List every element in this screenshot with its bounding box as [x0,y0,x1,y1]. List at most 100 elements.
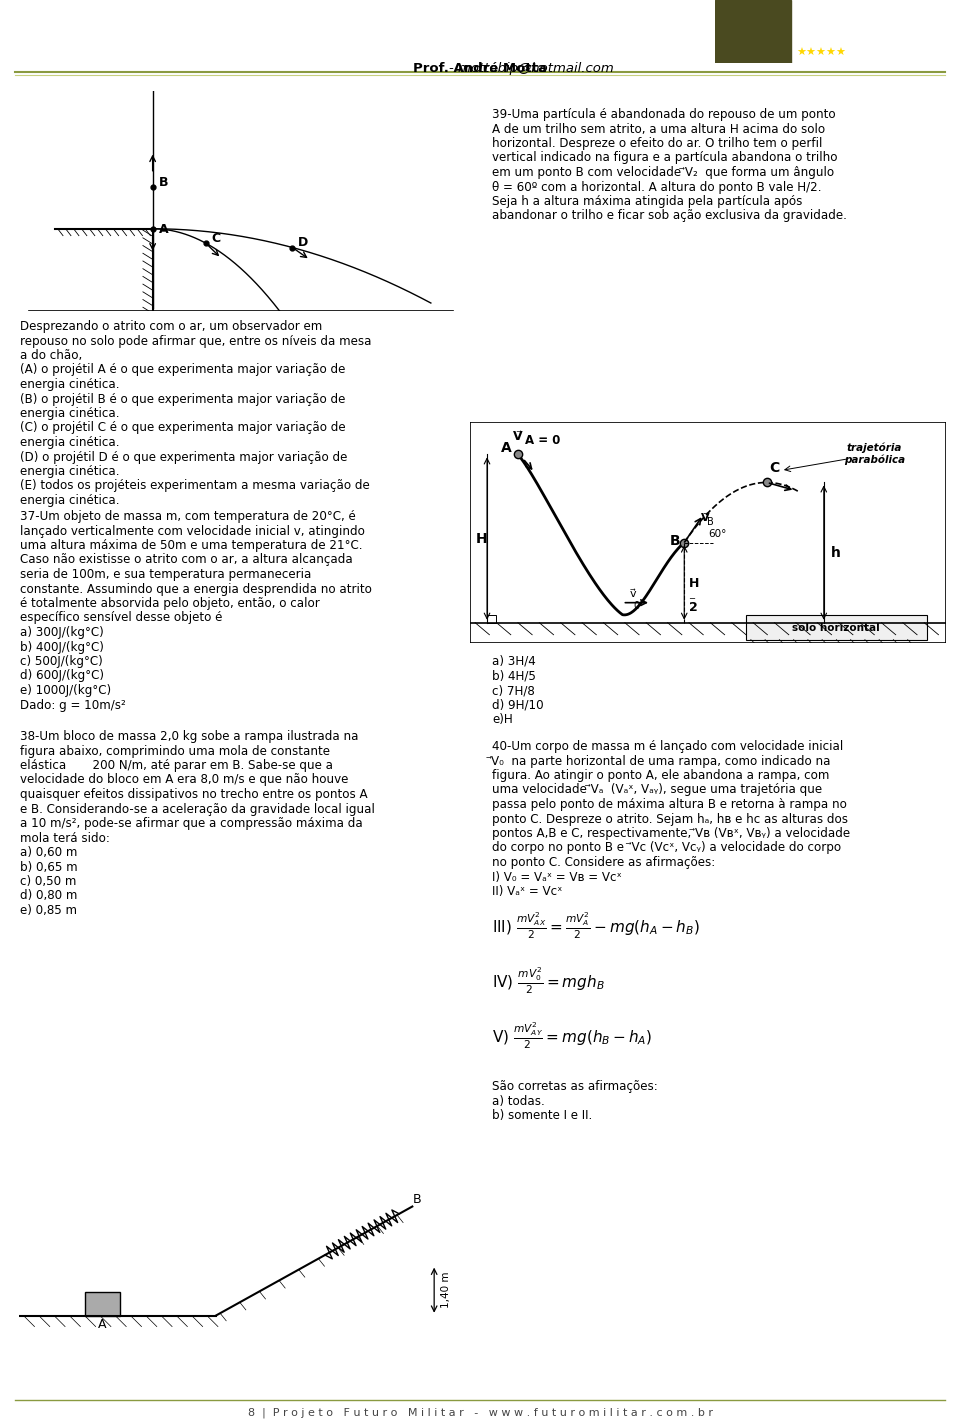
Text: a) 3H/4: a) 3H/4 [492,656,536,668]
Text: MILITAR: MILITAR [801,30,863,44]
Text: ponto C. Despreze o atrito. Sejam hₐ, hʙ e hᴄ as alturas dos: ponto C. Despreze o atrito. Sejam hₐ, hʙ… [492,812,848,826]
Text: 39-Uma partícula é abandonada do repouso de um ponto: 39-Uma partícula é abandonada do repouso… [492,108,835,121]
Text: 60°: 60° [708,529,727,539]
Text: - mottabip@hotmail.com: - mottabip@hotmail.com [347,63,613,75]
Text: (A) o projétil A é o que experimenta major variação de: (A) o projétil A é o que experimenta maj… [20,364,346,377]
Text: c) 0,50 m: c) 0,50 m [20,875,77,887]
Text: em um ponto B com velocidade ⃗V₂  que forma um ângulo: em um ponto B com velocidade ⃗V₂ que for… [492,166,834,179]
Text: H: H [476,532,488,546]
Text: b) 4H/5: b) 4H/5 [492,670,536,683]
Text: mola terá sido:: mola terá sido: [20,832,109,845]
Text: Desprezando o atrito com o ar, um observador em: Desprezando o atrito com o ar, um observ… [20,320,323,333]
Text: 37-Um objeto de massa m, com temperatura de 20°C, é: 37-Um objeto de massa m, com temperatura… [20,510,356,523]
Text: vertical indicado na figura e a partícula abandona o trilho: vertical indicado na figura e a partícul… [492,152,837,165]
Text: V) $\frac{mV_{AY}^{2}}{2}=mg(h_{B}-h_{A})$: V) $\frac{mV_{AY}^{2}}{2}=mg(h_{B}-h_{A}… [492,1020,652,1051]
Text: a do chão,: a do chão, [20,348,83,363]
Text: (D) o projétil D é o que experimenta major variação de: (D) o projétil D é o que experimenta maj… [20,451,348,464]
Text: trajetória
parabólica: trajetória parabólica [844,442,905,465]
Text: C: C [769,461,780,475]
Text: ⃗V₀  na parte horizontal de uma rampa, como indicado na: ⃗V₀ na parte horizontal de uma rampa, co… [492,755,831,768]
Text: B: B [708,516,714,526]
Text: B: B [413,1193,421,1206]
Text: quaisquer efeitos dissipativos no trecho entre os pontos A: quaisquer efeitos dissipativos no trecho… [20,788,368,801]
Text: (C) o projétil C é o que experimenta major variação de: (C) o projétil C é o que experimenta maj… [20,421,346,435]
Text: a) 0,60 m: a) 0,60 m [20,846,78,859]
Text: uma altura máxima de 50m e uma temperatura de 21°C.: uma altura máxima de 50m e uma temperatu… [20,539,363,552]
Text: b) somente I e II.: b) somente I e II. [492,1109,592,1122]
Text: Seja h a altura máxima atingida pela partícula após: Seja h a altura máxima atingida pela par… [492,195,803,208]
Text: Caso não existisse o atrito com o ar, a altura alcançada: Caso não existisse o atrito com o ar, a … [20,553,352,566]
Text: energia cinética.: energia cinética. [20,493,119,508]
Bar [84,1293,120,1315]
Text: IV) $\frac{mV_{0}^{2}}{2}=mgh_{B}$: IV) $\frac{mV_{0}^{2}}{2}=mgh_{B}$ [492,966,605,995]
Text: energia cinética.: energia cinética. [20,465,119,478]
Text: A = 0: A = 0 [525,434,561,448]
Bar [715,0,791,63]
Text: elástica       200 N/m, até parar em B. Sabe-se que a: elástica 200 N/m, até parar em B. Sabe-s… [20,759,333,772]
Text: energia cinética.: energia cinética. [20,407,119,419]
Text: específico sensível desse objeto é: específico sensível desse objeto é [20,611,223,624]
Text: b) 400J/(kg°C): b) 400J/(kg°C) [20,640,104,654]
Text: 2: 2 [689,600,698,614]
Bar [487,616,495,623]
Text: 8  |  P r o j e t o   F u t u r o   M i l i t a r   -   w w w . f u t u r o m i : 8 | P r o j e t o F u t u r o M i l i t … [248,1408,712,1419]
Text: ─: ─ [689,593,694,603]
Text: (E) todos os projéteis experimentam a mesma variação de: (E) todos os projéteis experimentam a me… [20,479,370,492]
Text: A: A [98,1318,107,1331]
Text: h: h [831,546,841,560]
Text: energia cinética.: energia cinética. [20,378,119,391]
Text: energia cinética.: energia cinética. [20,437,119,449]
Text: FUTURO: FUTURO [801,3,865,17]
Text: do corpo no ponto B e  ⃗Vᴄ (Vᴄˣ, Vᴄᵧ) a velocidade do corpo: do corpo no ponto B e ⃗Vᴄ (Vᴄˣ, Vᴄᵧ) a v… [492,842,841,855]
Text: passa pelo ponto de máxima altura B e retorna à rampa no: passa pelo ponto de máxima altura B e re… [492,798,847,811]
Text: d) 600J/(kg°C): d) 600J/(kg°C) [20,670,104,683]
Text: é totalmente absorvida pelo objeto, então, o calor: é totalmente absorvida pelo objeto, entã… [20,597,320,610]
Text: 38-Um bloco de massa 2,0 kg sobe a rampa ilustrada na: 38-Um bloco de massa 2,0 kg sobe a rampa… [20,729,358,744]
Text: a) todas.: a) todas. [492,1095,544,1108]
Text: repouso no solo pode afirmar que, entre os níveis da mesa: repouso no solo pode afirmar que, entre … [20,334,372,347]
Text: 1,40 m: 1,40 m [441,1271,450,1308]
Text: c) 500J/(kg°C): c) 500J/(kg°C) [20,656,103,668]
Text: Dado: g = 10m/s²: Dado: g = 10m/s² [20,698,126,711]
Text: pontos A,B e C, respectivamente, ⃗Vʙ (Vʙˣ, Vʙᵧ) a velocidade: pontos A,B e C, respectivamente, ⃗Vʙ (Vʙ… [492,828,851,840]
Text: a 10 m/s², pode-se afirmar que a compressão máxima da: a 10 m/s², pode-se afirmar que a compres… [20,818,363,830]
Bar [470,422,946,643]
Text: A de um trilho sem atrito, a uma altura H acima do solo: A de um trilho sem atrito, a uma altura … [492,122,826,135]
Text: velocidade do bloco em A era 8,0 m/s e que não houve: velocidade do bloco em A era 8,0 m/s e q… [20,774,348,786]
Bar [746,616,926,640]
Text: v⃗: v⃗ [630,589,636,599]
Text: São corretas as afirmações:: São corretas as afirmações: [492,1079,658,1094]
Text: Prof. André Motta: Prof. André Motta [413,63,547,75]
Text: C: C [211,232,221,245]
Text: II) Vₐˣ = Vᴄˣ: II) Vₐˣ = Vᴄˣ [492,884,563,899]
Text: B: B [670,533,681,547]
Text: (B) o projétil B é o que experimenta major variação de: (B) o projétil B é o que experimenta maj… [20,392,346,405]
FancyBboxPatch shape [717,1,789,30]
Text: H: H [689,577,700,590]
Text: solo horizontal: solo horizontal [792,623,880,633]
Text: seria de 100m, e sua temperatura permaneceria: seria de 100m, e sua temperatura permane… [20,567,311,582]
Text: ★★★★★: ★★★★★ [796,47,846,57]
Text: V: V [514,431,523,444]
Text: e B. Considerando-se a aceleração da gravidade local igual: e B. Considerando-se a aceleração da gra… [20,802,374,815]
Text: figura. Ao atingir o ponto A, ele abandona a rampa, com: figura. Ao atingir o ponto A, ele abando… [492,769,829,782]
Text: 40-Um corpo de massa m é lançado com velocidade inicial: 40-Um corpo de massa m é lançado com vel… [492,739,843,754]
Text: uma velocidade ⃗Vₐ  (Vₐˣ, Vₐᵧ), segue uma trajetória que: uma velocidade ⃗Vₐ (Vₐˣ, Vₐᵧ), segue uma… [492,784,822,796]
Text: d) 9H/10: d) 9H/10 [492,698,543,711]
Text: lançado verticalmente com velocidade inicial v, atingindo: lançado verticalmente com velocidade ini… [20,525,365,538]
Text: I) V₀ = Vₐˣ = Vʙ = Vᴄˣ: I) V₀ = Vₐˣ = Vʙ = Vᴄˣ [492,870,622,883]
Text: III) $\frac{mV_{AX}^{2}}{2}=\frac{mV_{A}^{2}}{2}-mg(h_{A}-h_{B})$: III) $\frac{mV_{AX}^{2}}{2}=\frac{mV_{A}… [492,910,700,940]
Text: e) 1000J/(kg°C): e) 1000J/(kg°C) [20,684,111,697]
Text: no ponto C. Considere as afirmações:: no ponto C. Considere as afirmações: [492,856,715,869]
Text: b) 0,65 m: b) 0,65 m [20,860,78,873]
Text: 0: 0 [633,600,639,610]
Text: V⃗: V⃗ [701,512,709,522]
Text: figura abaixo, comprimindo uma mola de constante: figura abaixo, comprimindo uma mola de c… [20,745,330,758]
Text: θ = 60º com a horizontal. A altura do ponto B vale H/2.: θ = 60º com a horizontal. A altura do po… [492,181,822,193]
Text: A: A [159,223,169,236]
Text: B: B [159,176,169,189]
Text: e)H: e)H [492,712,513,727]
Text: horizontal. Despreze o efeito do ar. O trilho tem o perfil: horizontal. Despreze o efeito do ar. O t… [492,137,823,149]
Text: e) 0,85 m: e) 0,85 m [20,904,77,917]
Text: A: A [501,441,512,455]
